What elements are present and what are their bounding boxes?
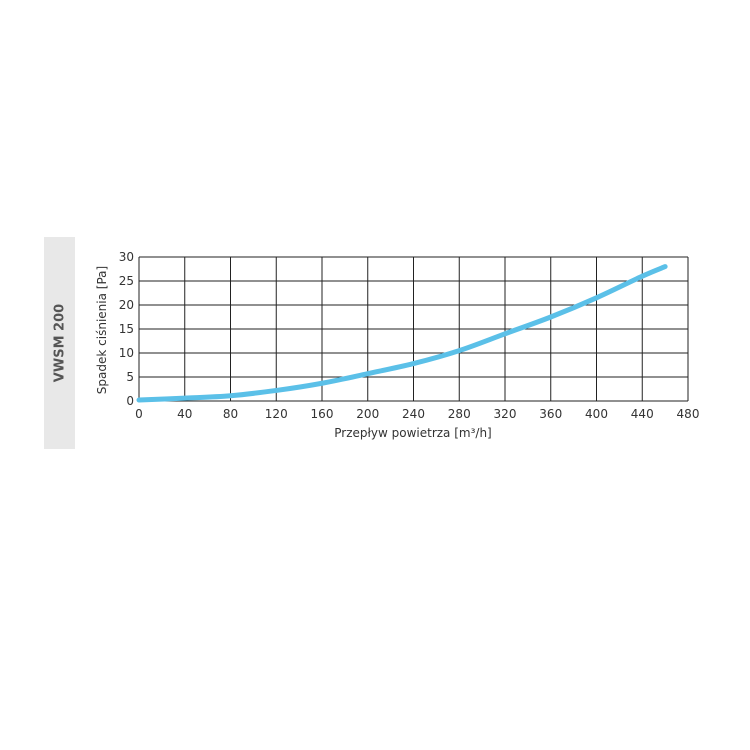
x-tick-label: 0 [135, 407, 143, 421]
x-tick-label: 80 [223, 407, 238, 421]
x-tick-label: 240 [402, 407, 425, 421]
x-tick-label: 440 [631, 407, 654, 421]
y-tick-label: 15 [119, 322, 134, 336]
y-tick-label: 30 [119, 250, 134, 264]
series-line [136, 264, 668, 403]
y-tick-label: 0 [126, 394, 134, 408]
y-axis-label: Spadek ciśnienia [Pa] [95, 266, 109, 394]
x-tick-label: 120 [265, 407, 288, 421]
x-tick-label: 400 [585, 407, 608, 421]
model-label-panel: VWSM 200 [44, 237, 75, 449]
x-tick-label: 200 [356, 407, 379, 421]
y-tick-label: 20 [119, 298, 134, 312]
y-tick-label: 25 [119, 274, 134, 288]
x-tick-label: 480 [677, 407, 700, 421]
y-tick-label: 5 [126, 370, 134, 384]
x-tick-label: 360 [539, 407, 562, 421]
x-tick-label: 160 [311, 407, 334, 421]
x-axis-label: Przepływ powietrza [m³/h] [334, 426, 492, 440]
x-tick-label: 280 [448, 407, 471, 421]
x-tick-label: 320 [494, 407, 517, 421]
x-tick-label: 40 [177, 407, 192, 421]
y-tick-label: 10 [119, 346, 134, 360]
